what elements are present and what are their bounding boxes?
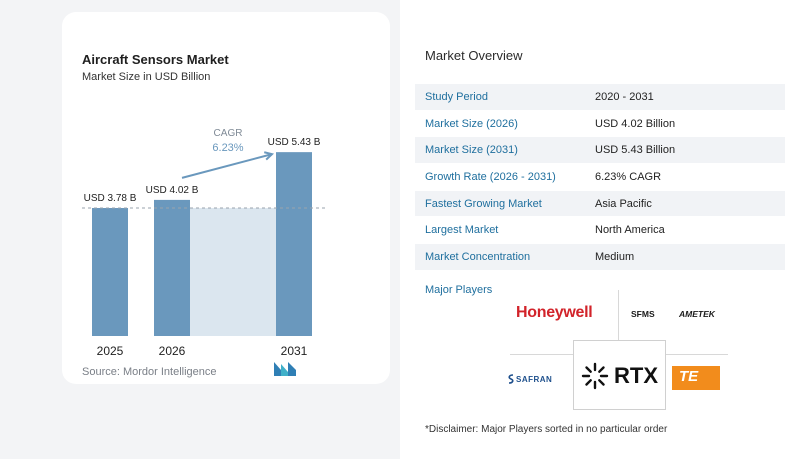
overview-value: USD 4.02 Billion — [595, 117, 676, 130]
overview-value: Medium — [595, 250, 635, 263]
bar — [276, 152, 312, 336]
rtx-text: RTX — [614, 363, 658, 388]
cagr-label: CAGR — [214, 128, 243, 139]
logo-divider — [666, 354, 728, 355]
reference-band — [190, 208, 276, 336]
overview-title: Market Overview — [425, 48, 523, 63]
overview-row: Growth Rate (2026 - 2031) 6.23% CAGR — [415, 164, 785, 191]
te-logo: TE — [672, 366, 720, 390]
overview-row: Market Size (2026) USD 4.02 Billion — [415, 111, 785, 138]
bar — [154, 199, 190, 336]
overview-label: Fastest Growing Market — [425, 197, 542, 210]
bar — [92, 208, 128, 336]
overview-label: Market Concentration — [425, 250, 531, 263]
rtx-logo: RTX — [573, 340, 666, 410]
overview-row: Study Period 2020 - 2031 — [415, 84, 785, 111]
overview-value: 6.23% CAGR — [595, 170, 662, 183]
overview-label: Growth Rate (2026 - 2031) — [425, 170, 556, 183]
mordor-logo-icon — [274, 362, 296, 376]
logo-divider — [510, 354, 573, 355]
disclaimer: *Disclaimer: Major Players sorted in no … — [425, 424, 668, 435]
rtx-burst-icon — [581, 362, 609, 390]
x-tick-label: 2026 — [159, 344, 186, 358]
overview-row: Market Size (2031) USD 5.43 Billion — [415, 137, 785, 165]
sfms-logo: SFMS — [631, 309, 655, 319]
x-tick-label: 2025 — [97, 344, 124, 358]
bar-value-label: USD 3.78 B — [84, 193, 137, 204]
overview-table: Study Period 2020 - 2031 Market Size (20… — [415, 84, 785, 271]
cagr-arrow-head — [263, 151, 275, 161]
bar-value-label: USD 4.02 B — [146, 185, 199, 196]
bar-chart: USD 3.78 B 2025 USD 4.02 B 2026 USD 5.43 B 20… — [82, 128, 328, 358]
logo-divider — [618, 290, 619, 340]
overview-value: 2020 - 2031 — [595, 90, 654, 103]
overview-value: USD 5.43 Billion — [595, 144, 676, 157]
cagr-value: 6.23% — [212, 142, 243, 154]
overview-label: Market Size (2026) — [425, 117, 518, 130]
x-tick-label: 2031 — [281, 344, 308, 358]
players-title: Major Players — [425, 284, 493, 296]
overview-row: Fastest Growing Market Asia Pacific — [415, 190, 785, 218]
chart-title: Aircraft Sensors Market — [82, 52, 229, 67]
overview-label: Market Size (2031) — [425, 144, 518, 157]
safran-mark-icon — [508, 374, 514, 384]
overview-row: Market Concentration Medium — [415, 244, 785, 271]
bar-value-label: USD 5.43 B — [268, 137, 321, 148]
safran-logo: SAFRAN — [516, 375, 553, 384]
cagr-arrow — [181, 153, 273, 179]
te-text: TE — [679, 368, 699, 385]
overview-row: Largest Market North America — [415, 217, 785, 245]
overview-value: North America — [595, 224, 665, 237]
overview-value: Asia Pacific — [595, 197, 652, 210]
chart-card: USD 3.78 B 2025 USD 4.02 B 2026 USD 5.43 B 20… — [62, 12, 390, 384]
honeywell-logo: Honeywell — [516, 304, 593, 321]
overview-label: Study Period — [425, 90, 488, 103]
ametek-logo: AMETEK — [679, 309, 715, 319]
chart-source: Source: Mordor Intelligence — [82, 366, 217, 378]
chart-subtitle: Market Size in USD Billion — [82, 71, 211, 83]
overview-label: Largest Market — [425, 224, 499, 237]
market-overview-panel: Market Overview Study Period 2020 - 2031… — [400, 0, 800, 459]
